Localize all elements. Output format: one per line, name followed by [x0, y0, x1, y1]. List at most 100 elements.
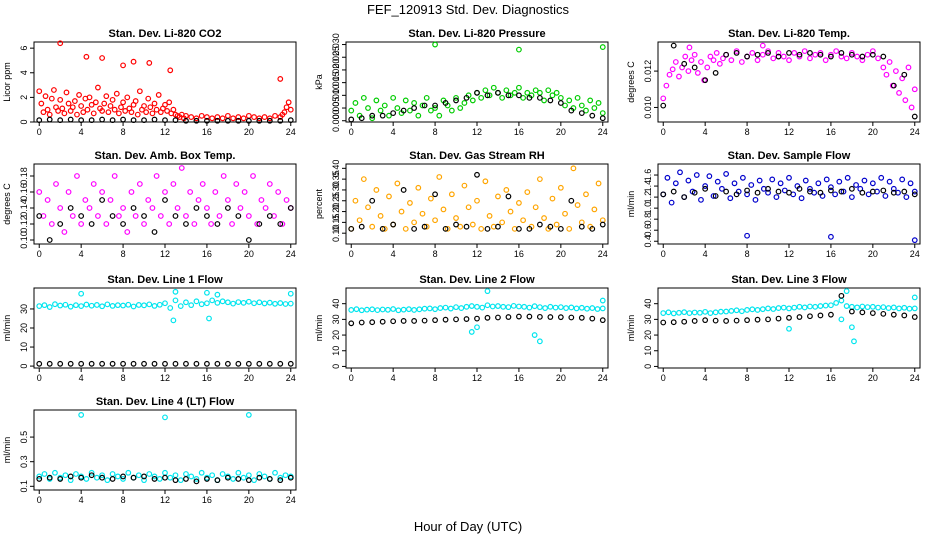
data-point — [905, 64, 912, 71]
data-point — [817, 50, 824, 56]
overlay-point — [141, 117, 147, 124]
overlay-point — [838, 50, 845, 56]
y-tick-label: 6 — [19, 46, 29, 51]
overlay-point — [224, 474, 231, 481]
data-point — [781, 187, 788, 194]
data-point — [240, 115, 247, 122]
data-point — [156, 476, 163, 482]
overlay-point — [204, 117, 210, 124]
y-axis-label: ml/min — [626, 191, 636, 218]
data-point — [865, 191, 872, 198]
data-point — [668, 199, 675, 206]
data-point — [573, 305, 580, 312]
overlay-point — [172, 477, 179, 484]
data-point — [545, 87, 552, 94]
data-point — [237, 205, 244, 211]
y-tick-label: 0.020 — [331, 59, 341, 82]
y-tick-label: 40 — [643, 299, 653, 309]
overlay-point — [828, 53, 834, 60]
data-point — [552, 304, 559, 311]
overlay-point — [162, 117, 168, 124]
data-point — [199, 181, 206, 187]
overlay-point — [516, 225, 522, 232]
data-point — [172, 297, 179, 304]
data-point — [36, 189, 43, 195]
data-point — [352, 100, 359, 106]
data-point — [848, 194, 855, 201]
data-point — [219, 115, 226, 122]
data-point — [41, 302, 48, 309]
overlay-point — [484, 225, 491, 232]
data-point — [541, 97, 547, 104]
data-point — [474, 197, 480, 204]
data-point — [880, 304, 887, 311]
data-point — [752, 196, 759, 203]
overlay-point — [911, 314, 918, 320]
figure-title: FEF_120913 Std. Dev. Diagnostics — [367, 2, 570, 17]
chart-panel-4: Stan. Dev. Amb. Box Temp. degrees C 0 4 8 12 1… — [2, 150, 297, 259]
overlay-point — [859, 309, 866, 316]
overlay-point — [765, 50, 771, 56]
overlay-point — [589, 225, 596, 232]
data-point — [373, 187, 380, 193]
data-point — [51, 87, 57, 93]
chart-panel-7: Stan. Dev. Line 1 Flow ml/min 0 4 8 12 16 20 24 0… — [2, 274, 297, 383]
overlay-point — [151, 360, 158, 367]
data-point — [660, 95, 667, 102]
data-point — [693, 172, 700, 178]
overlay-point — [348, 225, 355, 232]
y-tick-label: 0.005 — [331, 97, 341, 120]
y-tick-label: 0.20 — [331, 203, 341, 221]
data-point — [756, 177, 763, 184]
data-point — [773, 194, 780, 201]
data-point — [99, 108, 106, 114]
data-point — [886, 59, 893, 65]
data-point — [796, 53, 803, 60]
overlay-point — [67, 205, 74, 211]
data-point — [672, 180, 679, 187]
y-tick-label: 0 — [19, 119, 29, 124]
data-point — [448, 191, 455, 198]
data-point — [369, 115, 376, 122]
data-point — [882, 193, 889, 199]
overlay-point — [57, 360, 64, 367]
data-point — [754, 57, 761, 64]
y-axis-label: kPa — [314, 74, 324, 90]
data-point — [890, 304, 897, 311]
data-point — [453, 215, 459, 221]
data-point — [369, 223, 376, 230]
data-point — [503, 187, 510, 193]
data-point — [53, 181, 59, 187]
overlay-point — [266, 476, 273, 482]
data-point — [224, 299, 231, 306]
x-tick-label: 4 — [391, 249, 396, 259]
overlay-point — [526, 225, 533, 232]
data-point — [419, 102, 426, 109]
data-point — [48, 221, 55, 227]
overlay-point — [379, 318, 386, 325]
overlay-point — [214, 117, 221, 124]
data-point — [240, 299, 247, 306]
data-point — [791, 50, 798, 56]
data-point — [786, 174, 792, 181]
data-point — [277, 76, 284, 82]
data-point — [536, 304, 543, 311]
data-point — [36, 473, 43, 480]
overlay-point — [557, 100, 564, 106]
data-point — [495, 193, 501, 200]
y-tick-label: 0.010 — [331, 84, 341, 107]
x-tick-label: 20 — [556, 249, 566, 259]
data-point — [706, 173, 713, 180]
data-point — [419, 210, 426, 217]
overlay-point — [141, 360, 147, 367]
data-point — [886, 178, 893, 185]
data-point — [198, 301, 205, 308]
data-point — [86, 94, 93, 101]
data-point — [149, 110, 156, 117]
x-tick-label: 24 — [286, 249, 296, 259]
data-point — [266, 115, 273, 122]
overlay-point — [828, 311, 834, 318]
data-point — [426, 305, 433, 312]
data-point — [411, 100, 418, 106]
data-point — [78, 412, 85, 418]
